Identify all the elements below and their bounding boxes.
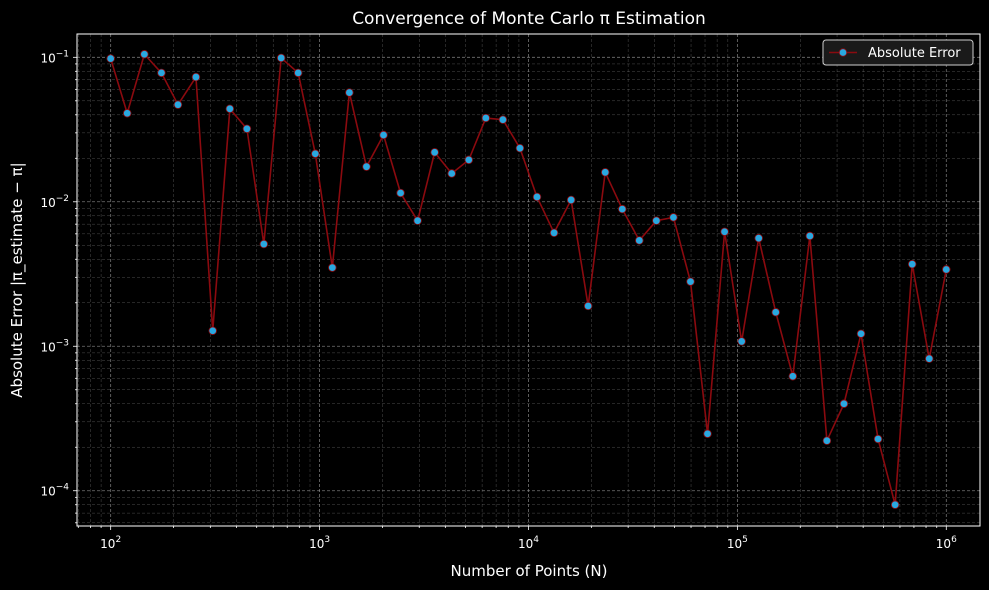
data-point: [328, 263, 337, 272]
legend-box: [822, 39, 974, 66]
data-point: [549, 228, 559, 237]
data-point: [140, 50, 149, 59]
data-point: [583, 301, 593, 311]
legend-label: Absolute Error: [868, 46, 961, 61]
data-point: [498, 115, 508, 124]
data-point: [754, 233, 763, 243]
data-point: [173, 100, 183, 109]
x-axis-label: Number of Points (N): [450, 562, 607, 580]
grid: [77, 34, 980, 526]
data-point: [873, 434, 883, 444]
axis-ticks: 102 103 104 105 106 10−1 10−2 10−3 10−4: [40, 49, 957, 551]
x-tick-label: 105: [727, 535, 748, 551]
data-point: [737, 337, 746, 346]
data-point: [652, 216, 661, 225]
data-point: [925, 354, 934, 363]
x-tick-label: 104: [518, 535, 539, 551]
data-point: [686, 277, 695, 286]
data-point: [635, 236, 644, 245]
data-point: [771, 308, 780, 317]
data-point: [839, 399, 849, 408]
data-point: [259, 239, 269, 249]
data-point: [106, 54, 115, 63]
data-point: [311, 149, 320, 158]
data-point: [703, 429, 712, 438]
data-point: [379, 130, 388, 140]
data-point: [907, 259, 917, 269]
data-point: [669, 213, 678, 222]
data-point: [362, 162, 371, 171]
data-point: [413, 216, 422, 225]
series-absolute-error: [106, 50, 951, 509]
data-point: [396, 188, 405, 198]
data-point: [481, 113, 491, 123]
x-tick-label: 103: [309, 535, 330, 551]
data-point: [242, 124, 252, 134]
x-tick-label: 106: [936, 535, 957, 551]
data-point: [890, 500, 900, 509]
data-point: [345, 88, 354, 97]
y-tick-label: 10−2: [40, 194, 69, 210]
data-point: [208, 326, 217, 335]
data-point: [601, 168, 610, 177]
data-point: [464, 155, 473, 165]
data-point: [157, 68, 166, 78]
data-point: [856, 329, 866, 338]
data-point: [942, 265, 951, 274]
data-point: [515, 143, 525, 153]
legend: Absolute Error: [822, 39, 974, 66]
data-point: [618, 204, 627, 214]
y-tick-label: 10−4: [40, 483, 69, 499]
data-point: [225, 104, 235, 114]
data-point: [566, 195, 576, 205]
y-tick-label: 10−1: [40, 49, 69, 65]
data-point: [191, 72, 201, 82]
data-point: [430, 148, 439, 157]
x-tick-label: 102: [100, 535, 121, 551]
data-point: [822, 436, 832, 445]
series-line: [109, 53, 948, 506]
data-point: [293, 68, 303, 78]
y-tick-label: 10−3: [40, 338, 69, 354]
legend-marker-swatch: [838, 48, 848, 57]
data-point: [720, 227, 729, 236]
data-point: [788, 372, 798, 381]
data-point: [123, 109, 132, 118]
data-point: [447, 169, 456, 178]
data-point: [532, 192, 542, 202]
data-point: [276, 53, 286, 63]
chart-title: Convergence of Monte Carlo π Estimation: [352, 9, 706, 29]
y-axis-label: Absolute Error |π_estimate − π|: [8, 162, 27, 397]
data-point: [805, 231, 815, 241]
